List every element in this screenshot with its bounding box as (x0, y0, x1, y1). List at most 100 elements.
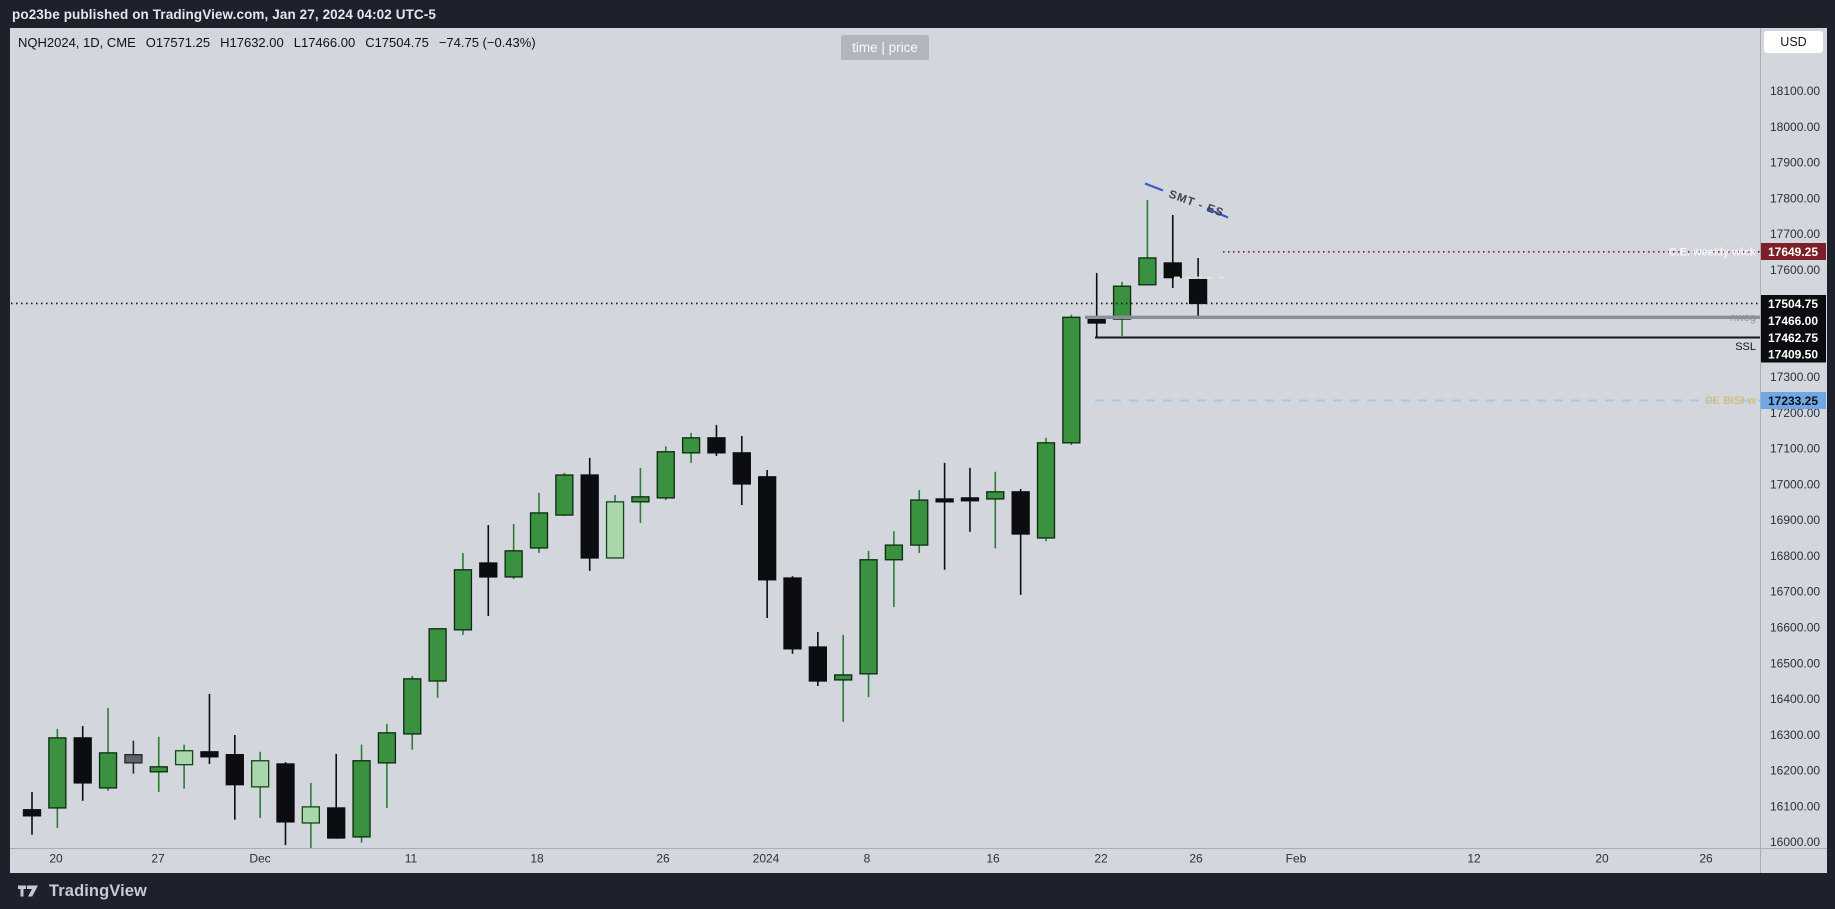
price-axis-labels: 18100.00 18000.00 17900.00 17800.00 17700.00… (1770, 84, 1820, 849)
candle-body (1087, 317, 1106, 324)
candle (555, 472, 574, 517)
candle-body (732, 452, 751, 485)
price-tick: 16700.00 (1770, 585, 1820, 599)
time-tick: 20 (49, 852, 63, 866)
candle (504, 524, 523, 580)
candle (1138, 200, 1157, 286)
candle (149, 736, 168, 792)
smt-annotation-line[interactable] (1206, 207, 1229, 219)
price-tick: 17100.00 (1770, 442, 1820, 456)
candle-body (834, 674, 853, 681)
candle-body (656, 451, 675, 499)
candle-body (301, 806, 321, 824)
candle-body (605, 501, 625, 559)
candle-body (479, 562, 498, 578)
candle-body (1163, 262, 1182, 279)
price-badge-last-price-line: 17504.75 (1761, 295, 1826, 312)
svg-text:17233.25: 17233.25 (1768, 394, 1818, 408)
time-tick: 8 (864, 852, 871, 866)
candle-body (352, 760, 371, 838)
candle (884, 531, 904, 607)
price-tick: 17600.00 (1770, 263, 1820, 277)
candle (732, 436, 751, 506)
candle-body (174, 750, 194, 766)
candle-body (276, 763, 295, 823)
candle-body (48, 737, 67, 809)
candle (529, 492, 549, 553)
level-label-ssl-line: SSL (1735, 341, 1756, 353)
candle (124, 740, 143, 774)
time-axis-labels: 20 27 Dec 11 18 26 2024 8 16 22 26 Feb 12 20 26 (49, 852, 1713, 866)
low-value: L17466.00 (293, 35, 356, 50)
currency-button[interactable]: USD (1764, 31, 1823, 53)
price-tick: 16000.00 (1770, 835, 1820, 849)
smt-annotation-line[interactable] (1144, 182, 1164, 192)
chart-background (10, 28, 1827, 873)
candle-body (403, 678, 422, 735)
candle-body (555, 474, 574, 516)
candle-body (250, 760, 270, 788)
candle (22, 791, 42, 835)
level-label-ce-bisi-w: CE BISI w (1705, 395, 1757, 407)
candle (276, 762, 295, 846)
brand-bar: TradingView (0, 873, 1835, 909)
candle (859, 550, 878, 698)
candle-body (22, 809, 42, 817)
candle (681, 432, 701, 463)
price-tick: 17900.00 (1770, 156, 1820, 170)
price-tick: 16100.00 (1770, 799, 1820, 813)
tradingview-logo-icon[interactable] (18, 883, 41, 899)
candle (834, 634, 853, 722)
price-tick: 17800.00 (1770, 191, 1820, 205)
candle-body (504, 550, 523, 578)
candle (758, 470, 777, 619)
time-tick: 2024 (753, 852, 780, 866)
close-value: C17504.75 (365, 35, 429, 50)
candle (960, 467, 980, 532)
candle-body (98, 752, 118, 789)
candle (453, 552, 473, 635)
candle-body (327, 807, 346, 839)
candle-body (529, 512, 549, 549)
price-badge-ssl-line: 17409.50 (1761, 345, 1826, 363)
time-tick: Dec (249, 852, 270, 866)
symbol-description[interactable]: NQH2024, 1D, CME (18, 35, 136, 50)
change-value: −74.75 (−0.43%) (438, 35, 536, 50)
high-value: H17632.00 (220, 35, 284, 50)
candle (1036, 437, 1056, 542)
candle (707, 424, 726, 457)
open-value: O17571.25 (145, 35, 211, 50)
candle-body (707, 437, 726, 454)
candle (73, 726, 92, 801)
candle (377, 723, 397, 808)
price-tick: 17200.00 (1770, 406, 1820, 420)
price-tick: 17300.00 (1770, 370, 1820, 384)
candle-body (1036, 442, 1056, 539)
candle-body (910, 499, 929, 546)
candle (403, 675, 422, 750)
time-tick: Feb (1286, 852, 1307, 866)
brand-name[interactable]: TradingView (49, 881, 147, 900)
time-price-toggle-button[interactable]: time | price (841, 35, 929, 60)
svg-text:17649.25: 17649.25 (1768, 245, 1818, 259)
candle-body (1062, 316, 1081, 444)
time-tick: 26 (1189, 852, 1203, 866)
price-axis[interactable] (1760, 28, 1827, 873)
price-tick: 16200.00 (1770, 764, 1820, 778)
candle (656, 446, 675, 501)
price-chart[interactable]: C.E. weekly wick nwog SSL CE BISI w 18100.00… (10, 28, 1827, 873)
time-tick: 11 (405, 852, 418, 866)
price-tick: 16900.00 (1770, 513, 1820, 527)
candle-body (859, 559, 878, 675)
candle-body (960, 497, 980, 502)
candle (1112, 281, 1132, 336)
time-tick: 22 (1094, 852, 1108, 866)
time-axis[interactable] (10, 848, 1760, 873)
candle (48, 728, 67, 828)
candle (605, 495, 625, 559)
time-tick: 26 (1699, 852, 1713, 866)
candle (301, 782, 321, 848)
svg-text:17462.75: 17462.75 (1768, 331, 1818, 345)
candle (428, 628, 447, 698)
candle (174, 744, 194, 789)
